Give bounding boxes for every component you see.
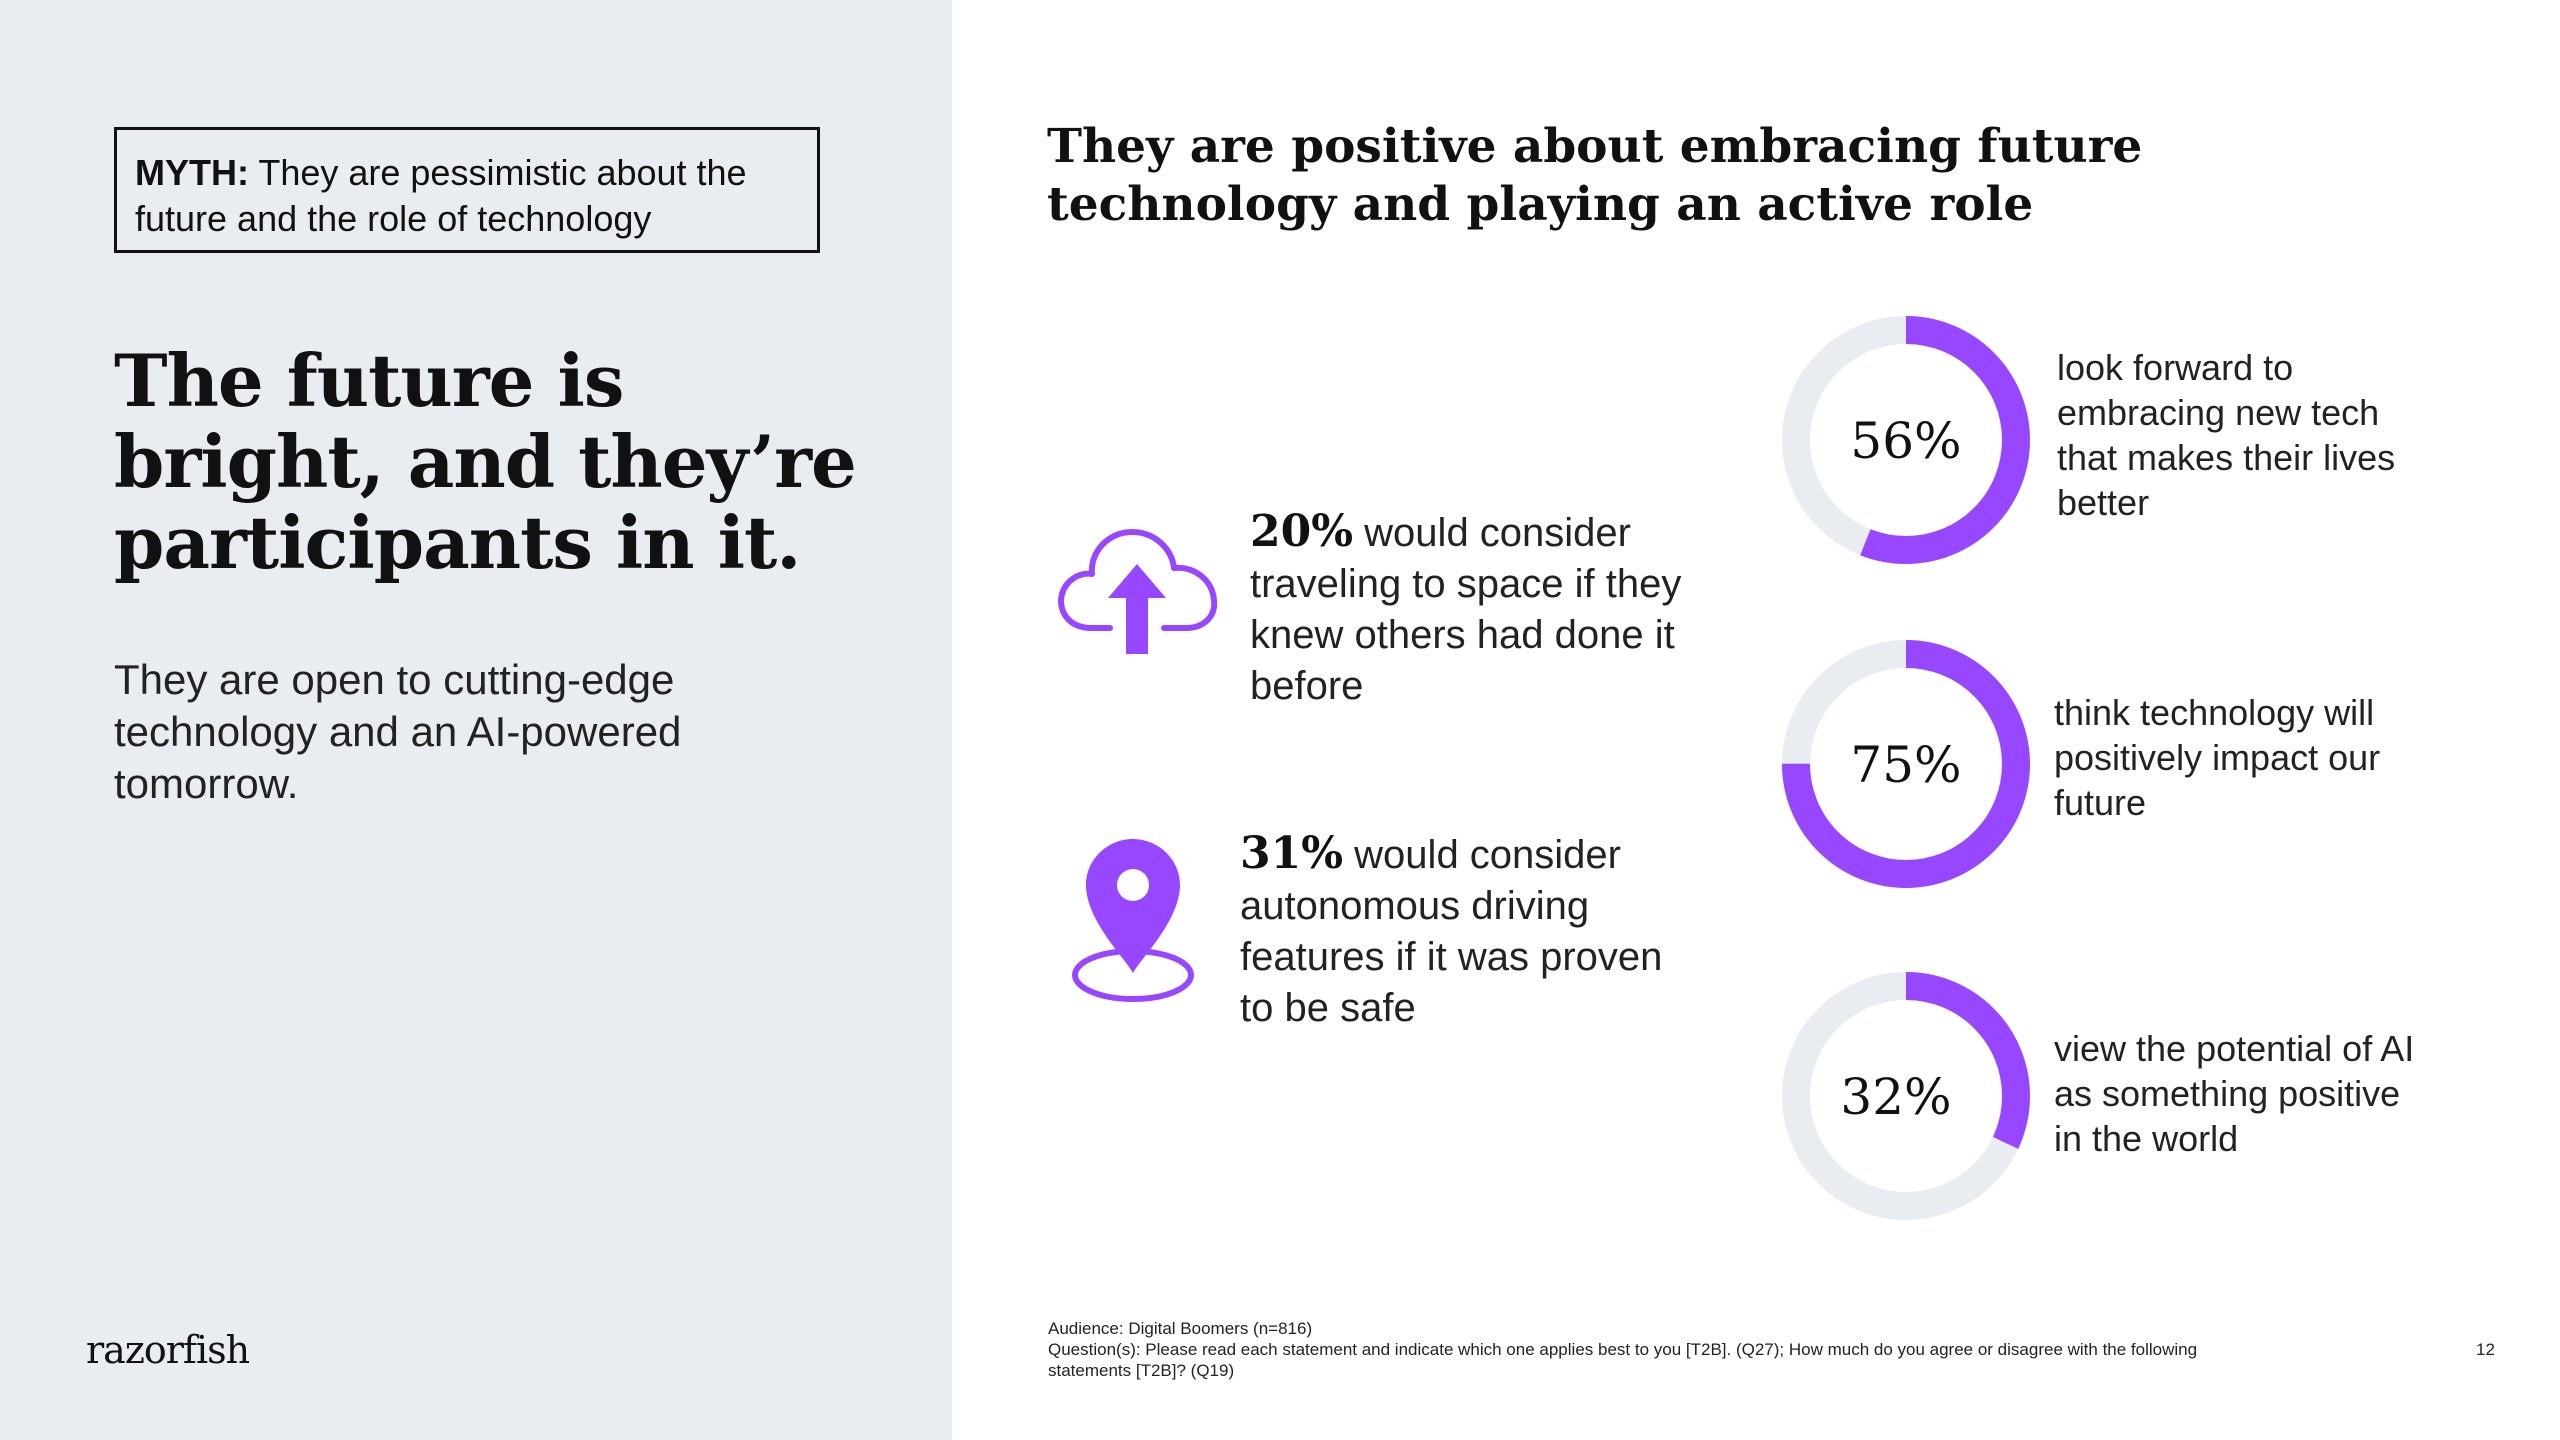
donut-chart-2: 75% <box>1782 640 2030 888</box>
stat-description: would consider traveling to space if the… <box>1250 511 1682 708</box>
subtext: They are open to cutting-edge technology… <box>114 656 682 807</box>
donut-description: think technology will positively impact … <box>2054 692 2381 823</box>
myth-label: MYTH: <box>135 152 249 193</box>
section-title: They are positive about embracing future… <box>1047 119 2143 232</box>
cloud-upload-icon <box>1058 529 1218 654</box>
headline: The future is bright, and they’re partic… <box>114 338 857 585</box>
donut-arc-32 <box>1782 972 2030 1220</box>
stat-autonomous-driving: 31% would consider autonomous driving fe… <box>1240 828 1700 1034</box>
donut-description: look forward to embracing new tech that … <box>2057 347 2396 523</box>
donut-value-label: 56% <box>1850 412 1961 470</box>
audience-note: Audience: Digital Boomers (n=816) <box>1048 1319 1313 1338</box>
page-number: 12 <box>2476 1340 2495 1359</box>
location-pin-icon <box>1072 839 1194 1002</box>
donut-description: view the potential of AI as something po… <box>2054 1028 2415 1159</box>
razorfish-logo: razorfish <box>86 1328 250 1372</box>
left-panel <box>0 0 952 1440</box>
footnote: Audience: Digital Boomers (n=816) Questi… <box>1048 1318 2198 1381</box>
donut-value-label: 75% <box>1850 736 1961 794</box>
donut-value-label: 32% <box>1840 1068 1951 1126</box>
donut-arc-56 <box>1782 316 2030 564</box>
stat-percent: 31% <box>1240 828 1344 879</box>
donut-chart-1: 56% <box>1782 316 2030 564</box>
stat-description: would consider autonomous driving featur… <box>1240 833 1663 1030</box>
stat-space-travel: 20% would consider traveling to space if… <box>1250 506 1710 712</box>
myth-text: They are pessimistic about the future an… <box>135 152 747 239</box>
questions-note: Question(s): Please read each statement … <box>1048 1340 2198 1380</box>
stat-percent: 20% <box>1250 506 1354 557</box>
donut-arc-75 <box>1782 640 2030 888</box>
donut-chart-3: 32% <box>1782 972 2030 1220</box>
myth-box: MYTH: They are pessimistic about the fut… <box>114 127 820 253</box>
